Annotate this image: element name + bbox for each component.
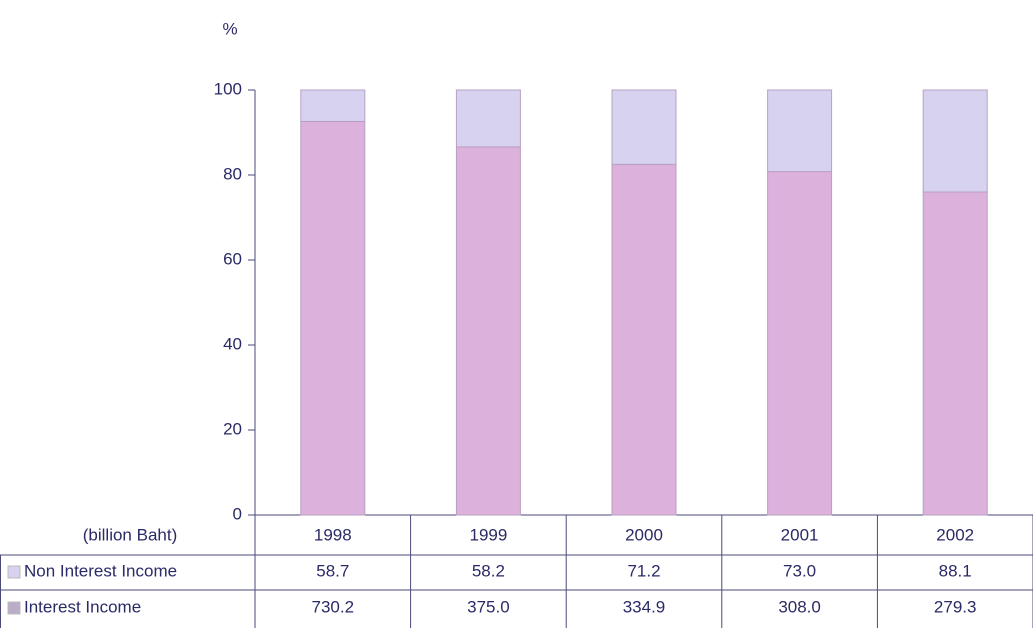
x-tick-label: 1998 (314, 525, 352, 544)
bar-segment (611, 89, 677, 165)
y-tick-label: 20 (223, 419, 242, 438)
table-cell: 58.7 (316, 561, 349, 580)
table-cell: 279.3 (934, 597, 977, 616)
bar-segment (922, 89, 988, 193)
bar-segment (455, 89, 521, 148)
table-header: (billion Baht) (83, 525, 178, 544)
y-tick-label: 60 (223, 249, 242, 268)
table-cell: 308.0 (778, 597, 821, 616)
x-tick-label: 2000 (625, 525, 663, 544)
legend-swatch (7, 565, 21, 579)
bar-segment (300, 89, 366, 122)
y-axis-label: % (222, 19, 237, 38)
y-tick-label: 100 (214, 79, 242, 98)
legend-label: Non Interest Income (24, 561, 177, 580)
legend-label: Interest Income (24, 597, 141, 616)
y-tick-label: 0 (233, 504, 242, 523)
x-tick-label: 1999 (469, 525, 507, 544)
bar-segment (611, 163, 677, 516)
table-cell: 88.1 (939, 561, 972, 580)
legend-swatch (7, 601, 21, 615)
bar-segment (922, 191, 988, 516)
y-tick-label: 40 (223, 334, 242, 353)
table-cell: 730.2 (312, 597, 355, 616)
table-cell: 58.2 (472, 561, 505, 580)
table-cell: 73.0 (783, 561, 816, 580)
bar-segment (767, 89, 833, 173)
bar-segment (300, 120, 366, 516)
y-tick-label: 80 (223, 164, 242, 183)
x-tick-label: 2002 (936, 525, 974, 544)
x-tick-label: 2001 (781, 525, 819, 544)
bar-segment (455, 146, 521, 516)
table-cell: 71.2 (627, 561, 660, 580)
table-cell: 334.9 (623, 597, 666, 616)
bar-segment (767, 171, 833, 516)
table-cell: 375.0 (467, 597, 510, 616)
